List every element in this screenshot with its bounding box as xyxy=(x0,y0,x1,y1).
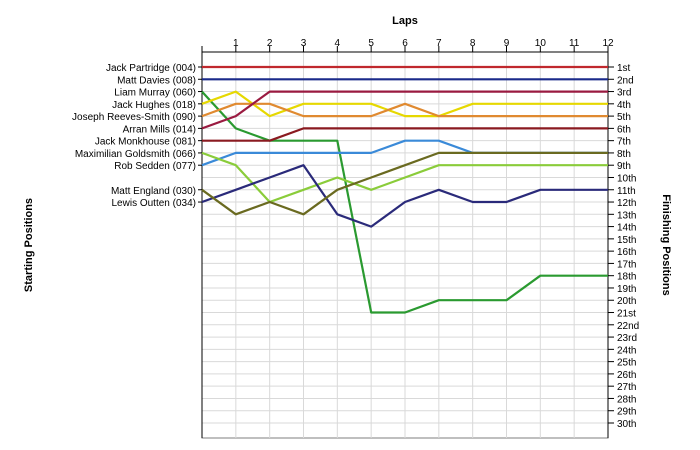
driver-name-label: Joseph Reeves-Smith (090) xyxy=(72,112,196,123)
finishing-position-label: 1st xyxy=(617,63,631,74)
driver-name-label: Matt Davies (008) xyxy=(117,75,196,86)
lap-tick-label: 6 xyxy=(402,38,408,49)
finishing-position-label: 17th xyxy=(617,259,636,270)
finishing-position-label: 29th xyxy=(617,407,636,418)
finishing-position-label: 3rd xyxy=(617,88,631,99)
lap-tick-label: 4 xyxy=(335,38,341,49)
finishing-position-label: 4th xyxy=(617,100,631,111)
series-line xyxy=(201,164,608,228)
series-layer xyxy=(201,65,608,314)
finishing-position-label: 18th xyxy=(617,272,636,283)
finishing-position-label: 16th xyxy=(617,247,636,258)
series-line xyxy=(201,102,608,118)
driver-name-label: Liam Murray (060) xyxy=(114,88,196,99)
finishing-position-label: 27th xyxy=(617,382,636,393)
driver-name-label: Arran Mills (014) xyxy=(123,124,196,135)
driver-name-label: Rob Sedden (077) xyxy=(114,161,196,172)
finishing-position-label: 12th xyxy=(617,198,636,209)
finishing-position-label: 24th xyxy=(617,345,636,356)
finishing-position-label: 25th xyxy=(617,358,636,369)
driver-name-label: Maximilian Goldsmith (066) xyxy=(75,149,196,160)
finishing-position-label: 23rd xyxy=(617,333,637,344)
series-line xyxy=(201,90,608,118)
labels: 1st2nd3rd4th5th6th7th8th9th10th11th12th1… xyxy=(72,38,639,430)
lap-tick-label: 8 xyxy=(470,38,476,49)
lap-tick-label: 1 xyxy=(233,38,239,49)
finishing-position-label: 8th xyxy=(617,149,631,160)
finishing-position-label: 20th xyxy=(617,296,636,307)
driver-name-label: Matt England (030) xyxy=(111,186,196,197)
driver-name-label: Jack Monkhouse (081) xyxy=(95,137,196,148)
driver-name-label: Jack Partridge (004) xyxy=(106,63,196,74)
finishing-position-label: 19th xyxy=(617,284,636,295)
lap-tick-label: 10 xyxy=(535,38,547,49)
driver-name-label: Lewis Outten (034) xyxy=(112,198,197,209)
finishing-position-label: 15th xyxy=(617,235,636,246)
left-axis-title: Starting Positions xyxy=(23,198,35,292)
finishing-position-label: 14th xyxy=(617,223,636,234)
finishing-position-label: 30th xyxy=(617,419,636,430)
finishing-position-label: 22nd xyxy=(617,321,639,332)
finishing-position-label: 7th xyxy=(617,137,631,148)
lap-tick-label: 9 xyxy=(504,38,510,49)
finishing-position-label: 10th xyxy=(617,173,636,184)
lap-tick-label: 3 xyxy=(301,38,307,49)
right-axis-title: Finishing Positions xyxy=(660,194,672,295)
finishing-position-label: 6th xyxy=(617,124,631,135)
finishing-position-label: 21st xyxy=(617,309,636,320)
finishing-position-label: 13th xyxy=(617,210,636,221)
finishing-position-label: 2nd xyxy=(617,75,634,86)
lap-tick-label: 7 xyxy=(436,38,442,49)
lap-tick-label: 11 xyxy=(569,38,580,49)
lap-tick-label: 12 xyxy=(602,38,614,49)
finishing-position-label: 28th xyxy=(617,394,636,405)
finishing-position-label: 11th xyxy=(617,186,636,197)
series-line xyxy=(201,151,608,216)
series-line xyxy=(202,127,608,142)
lap-tick-label: 5 xyxy=(368,38,374,49)
finishing-position-label: 5th xyxy=(617,112,631,123)
driver-name-label: Jack Hughes (018) xyxy=(112,100,196,111)
series-line xyxy=(201,90,608,130)
lap-tick-label: 2 xyxy=(267,38,273,49)
finishing-position-label: 9th xyxy=(617,161,631,172)
finishing-position-label: 26th xyxy=(617,370,636,381)
chart-title: Laps xyxy=(392,15,418,27)
